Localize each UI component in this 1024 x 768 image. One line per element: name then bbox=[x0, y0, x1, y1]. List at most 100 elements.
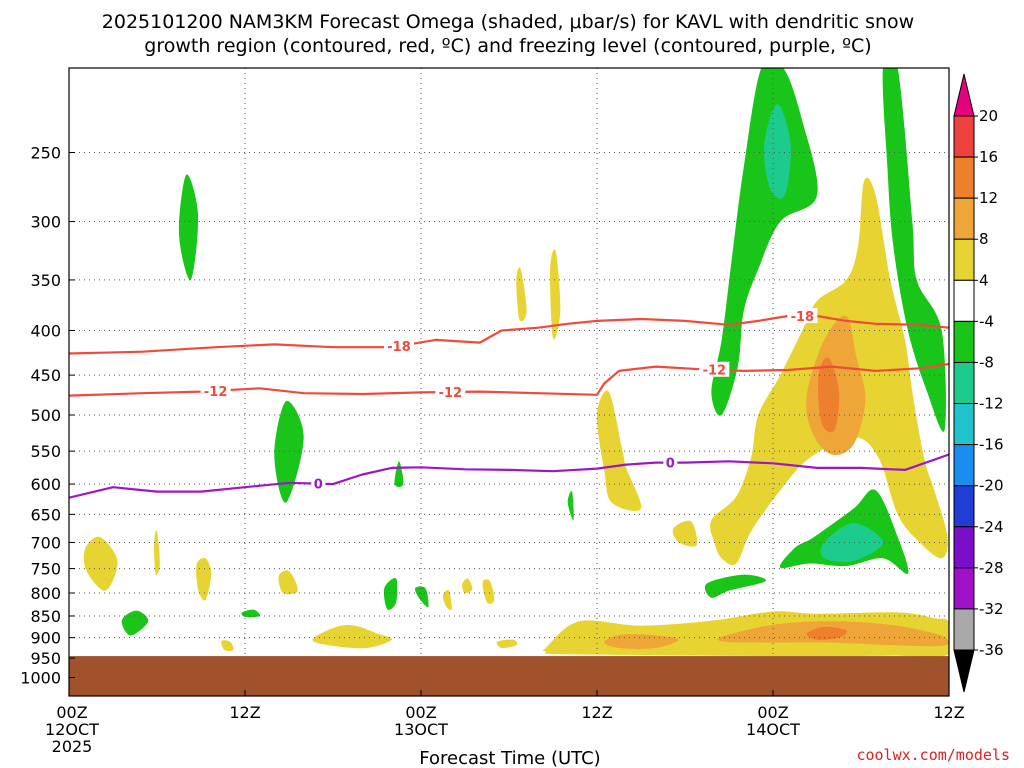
contour-label-1-2: -12 bbox=[703, 364, 727, 379]
y-tick-label-1000: 1000 bbox=[20, 669, 61, 688]
omega-region-2 bbox=[121, 610, 149, 636]
y-tick-label-650: 650 bbox=[30, 505, 61, 524]
colorbar-label-11: -28 bbox=[979, 559, 1004, 577]
x-tick-label-0-2: 2025 bbox=[52, 737, 93, 756]
colorbar-label-12: -32 bbox=[979, 600, 1004, 618]
colorbar-label-0: 20 bbox=[979, 107, 998, 125]
y-tick-label-900: 900 bbox=[30, 629, 61, 648]
omega-region-18 bbox=[278, 570, 298, 595]
contour-line-1 bbox=[69, 362, 949, 397]
omega-region-21 bbox=[462, 578, 473, 594]
omega-region-6 bbox=[414, 586, 429, 608]
omega-region-7 bbox=[567, 491, 574, 521]
colorbar-bin-8 bbox=[953, 403, 975, 446]
plot-clip-group: -18 -18 -12 -12 -12 0 0 bbox=[69, 68, 949, 696]
x-tick-label-60-0: 12Z bbox=[933, 703, 964, 722]
chart-title-line1: 2025101200 NAM3KM Forecast Omega (shaded… bbox=[102, 11, 914, 33]
x-tick-label-0-1: 12OCT bbox=[45, 720, 99, 739]
contour-label-bg bbox=[200, 382, 231, 398]
contour-label-2-0: 0 bbox=[314, 478, 323, 493]
omega-region-5 bbox=[383, 578, 398, 610]
x-tick-label-24-0: 00Z bbox=[405, 703, 436, 722]
y-tick-label-750: 750 bbox=[30, 560, 61, 579]
contour-line-2 bbox=[69, 453, 949, 499]
contour-label-bg bbox=[699, 361, 730, 377]
omega-region-14 bbox=[83, 536, 118, 591]
omega-region-0 bbox=[178, 174, 199, 281]
colorbar-bin-9 bbox=[953, 444, 975, 487]
terrain-block bbox=[69, 656, 949, 696]
colorbar-bin-4 bbox=[953, 238, 975, 281]
colorbar-bin-11 bbox=[953, 526, 975, 569]
omega-region-20 bbox=[442, 589, 452, 611]
y-tick-label-250: 250 bbox=[30, 144, 61, 163]
x-tick-label-36-0: 12Z bbox=[581, 703, 612, 722]
colorbar-bin-6 bbox=[953, 320, 975, 363]
omega-region-11 bbox=[704, 574, 766, 598]
y-tick-label-700: 700 bbox=[30, 533, 61, 552]
y-tick-label-350: 350 bbox=[30, 271, 61, 290]
x-tick-label-24-1: 13OCT bbox=[394, 720, 448, 739]
plot-area: -18 -18 -12 -12 -12 0 0 bbox=[69, 68, 949, 696]
colorbar-bin-3 bbox=[953, 197, 975, 240]
omega-region-34 bbox=[806, 626, 847, 640]
colorbar-bin-10 bbox=[953, 485, 975, 528]
omega-region-22 bbox=[482, 579, 495, 604]
contour-label-0-1: -18 bbox=[791, 310, 815, 325]
colorbar-label-3: 8 bbox=[979, 230, 989, 248]
contour-label-bg bbox=[663, 454, 678, 470]
colorbar: 20 16 12 8 4 -4 -8 -12 -16 -20 -24 -28 -32 -36 bbox=[953, 73, 1004, 693]
chart-title-line2: growth region (contoured, red, ºC) and f… bbox=[144, 35, 871, 57]
contour-label-2-1: 0 bbox=[666, 457, 675, 472]
omega-region-3 bbox=[241, 609, 260, 618]
contour-line-0 bbox=[69, 314, 949, 355]
omega-region-17 bbox=[221, 640, 234, 652]
x-tick-label-48-0: 00Z bbox=[757, 703, 788, 722]
contour-label-1-1: -12 bbox=[439, 386, 463, 401]
y-tick-label-400: 400 bbox=[30, 322, 61, 341]
omega-region-9 bbox=[882, 68, 946, 432]
x-tick-label-0-0: 00Z bbox=[56, 703, 87, 722]
colorbar-bin-1 bbox=[953, 115, 975, 158]
omega-region-4 bbox=[394, 461, 404, 487]
x-tick-label-12-0: 12Z bbox=[229, 703, 260, 722]
colorbar-bottom-arrow bbox=[953, 649, 975, 693]
y-tick-label-600: 600 bbox=[30, 475, 61, 494]
colorbar-label-5: -4 bbox=[979, 312, 994, 330]
omega-region-12 bbox=[763, 104, 791, 199]
y-tick-label-450: 450 bbox=[30, 366, 61, 385]
contour-label-bg bbox=[311, 475, 326, 491]
colorbar-label-4: 4 bbox=[979, 271, 989, 289]
contour-label-bg bbox=[384, 337, 414, 353]
y-tick-label-500: 500 bbox=[30, 406, 61, 425]
x-axis-title: Forecast Time (UTC) bbox=[419, 748, 600, 768]
omega-region-1 bbox=[274, 400, 304, 503]
omega-region-15 bbox=[154, 530, 160, 575]
y-tick-label-550: 550 bbox=[30, 442, 61, 461]
omega-region-23 bbox=[516, 267, 527, 322]
omega-region-19 bbox=[312, 624, 392, 649]
omega-region-16 bbox=[196, 557, 212, 601]
colorbar-bin-13 bbox=[953, 608, 975, 651]
colorbar-bin-5 bbox=[953, 279, 975, 322]
omega-region-8 bbox=[711, 68, 818, 416]
colorbar-bin-7 bbox=[953, 361, 975, 405]
contour-label-bg bbox=[787, 308, 818, 324]
colorbar-label-10: -24 bbox=[979, 518, 1004, 536]
colorbar-label-2: 12 bbox=[979, 189, 998, 207]
contour-label-0-0: -18 bbox=[387, 340, 411, 355]
omega-region-24 bbox=[550, 249, 561, 340]
y-tick-label-300: 300 bbox=[30, 213, 61, 232]
credit-text: coolwx.com/models bbox=[856, 746, 1010, 764]
y-tick-label-950: 950 bbox=[30, 649, 61, 668]
colorbar-label-9: -20 bbox=[979, 477, 1004, 495]
colorbar-bin-2 bbox=[953, 156, 975, 199]
x-tick-label-48-1: 14OCT bbox=[746, 720, 800, 739]
contour-label-bg bbox=[435, 383, 466, 399]
omega-region-25 bbox=[496, 639, 518, 649]
colorbar-top-arrow bbox=[953, 73, 975, 117]
omega-region-33 bbox=[818, 357, 840, 433]
y-tick-label-850: 850 bbox=[30, 607, 61, 626]
contour-label-1-0: -12 bbox=[204, 385, 228, 400]
